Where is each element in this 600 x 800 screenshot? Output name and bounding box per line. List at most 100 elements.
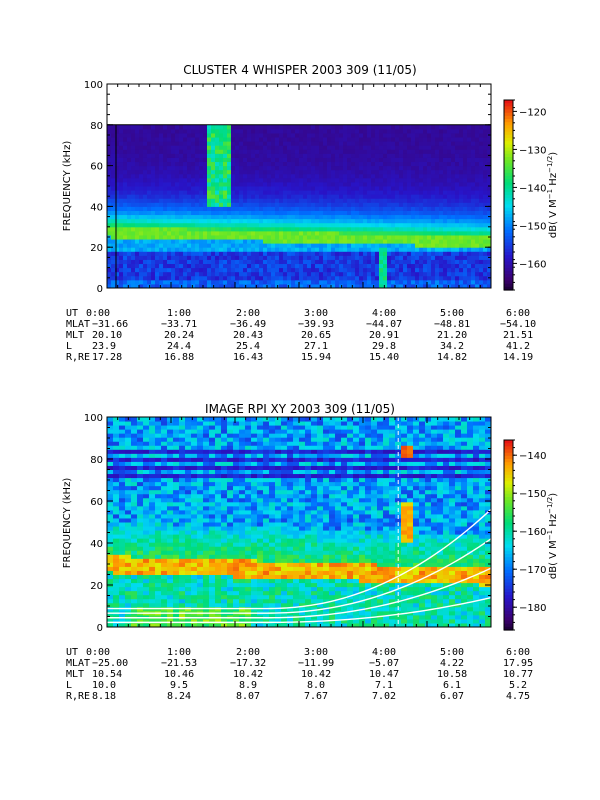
- spectrogram-cell: [319, 206, 324, 211]
- spectrogram-cell: [443, 230, 448, 236]
- spectrogram-cell: [131, 554, 138, 559]
- spectrogram-cell: [259, 239, 264, 244]
- spectrogram-cell: [173, 489, 180, 495]
- spectrogram-cell: [239, 198, 244, 203]
- spectrogram-cell: [367, 157, 372, 163]
- spectrogram-cell: [431, 222, 436, 228]
- spectrogram-cell: [351, 141, 356, 146]
- spectrogram-cell: [355, 198, 360, 203]
- spectrogram-cell: [131, 449, 138, 454]
- spectrogram-cell: [431, 173, 436, 179]
- spectrogram-cell: [171, 214, 176, 220]
- spectrogram-cell: [119, 578, 126, 584]
- spectrogram-cell: [435, 137, 440, 142]
- spectrogram-cell: [447, 128, 452, 134]
- spectrogram-cell: [415, 259, 420, 265]
- spectrogram-cell: [191, 222, 196, 228]
- spectrogram-cell: [107, 598, 114, 604]
- spectrogram-cell: [487, 206, 492, 211]
- spectrogram-cell: [355, 124, 360, 130]
- colorbar-cell: [504, 236, 513, 240]
- spectrogram-cell: [255, 206, 260, 211]
- spectrogram-cell: [143, 441, 150, 446]
- spectrogram-cell: [419, 243, 424, 248]
- spectrogram-cell: [219, 141, 224, 146]
- spectrogram-cell: [179, 202, 184, 207]
- spectrogram-cell: [483, 173, 488, 179]
- spectrogram-cell: [263, 234, 268, 240]
- spectrogram-cell: [351, 128, 356, 134]
- spectrogram-cell: [179, 186, 184, 191]
- y-tick-label: 40: [90, 202, 103, 213]
- spectrogram-cell: [167, 190, 172, 195]
- spectrogram-cell: [151, 271, 156, 277]
- spectrogram-cell: [475, 222, 480, 228]
- spectrogram-cell: [179, 128, 184, 134]
- spectrogram-cell: [335, 226, 340, 232]
- spectrogram-cell: [415, 263, 420, 269]
- spectrogram-cell: [255, 214, 260, 220]
- spectrogram-cell: [183, 283, 188, 289]
- spectrogram-cell: [255, 145, 260, 150]
- spectrogram-cell: [295, 247, 300, 252]
- spectrogram-cell: [183, 128, 188, 134]
- spectrogram-cell: [315, 275, 320, 281]
- spectrogram-cell: [199, 255, 204, 260]
- spectrogram-cell: [411, 279, 416, 285]
- spectrogram-cell: [459, 263, 464, 269]
- spectrogram-cell: [235, 234, 240, 240]
- spectrogram-cell: [199, 169, 204, 175]
- spectrogram-cell: [187, 153, 192, 158]
- spectrogram-cell: [483, 194, 488, 199]
- spectrogram-cell: [487, 128, 492, 134]
- spectrogram-cell: [231, 181, 236, 187]
- spectrogram-cell: [379, 177, 384, 183]
- spectrogram-cell: [259, 218, 264, 224]
- spectrogram-cell: [131, 441, 138, 446]
- spectrogram-cell: [467, 177, 472, 183]
- spectrogram-cell: [279, 210, 284, 216]
- spectrogram-cell: [123, 149, 128, 154]
- spectrogram-cell: [173, 417, 180, 422]
- spectrogram-cell: [283, 181, 288, 187]
- spectrogram-plot-area: [107, 417, 492, 628]
- spectrogram-cell: [291, 202, 296, 207]
- spectrogram-cell: [399, 259, 404, 265]
- spectrogram-cell: [327, 190, 332, 195]
- spectrogram-cell: [263, 141, 268, 146]
- spectrogram-cell: [113, 457, 120, 462]
- spectrogram-cell: [107, 501, 114, 507]
- spectrogram-cell: [291, 137, 296, 142]
- spectrogram-cell: [197, 526, 204, 531]
- spectrogram-cell: [167, 465, 174, 470]
- spectrogram-cell: [107, 124, 112, 130]
- spectrogram-cell: [247, 234, 252, 240]
- spectrogram-cell: [363, 186, 368, 191]
- spectrogram-cell: [137, 473, 144, 479]
- spectrogram-cell: [147, 279, 152, 285]
- spectrogram-cell: [179, 433, 186, 438]
- ephemeris-value: 27.1: [304, 341, 329, 352]
- spectrogram-cell: [183, 255, 188, 260]
- spectrogram-cell: [319, 263, 324, 269]
- spectrogram-cell: [223, 149, 228, 154]
- spectrogram-cell: [185, 517, 192, 523]
- spectrogram-cell: [195, 259, 200, 265]
- spectrogram-cell: [319, 177, 324, 183]
- spectrogram-cell: [115, 137, 120, 142]
- spectrogram-cell: [155, 497, 162, 503]
- spectrogram-cell: [387, 198, 392, 203]
- spectrogram-cell: [179, 421, 186, 426]
- spectrogram-cell: [347, 145, 352, 150]
- spectrogram-cell: [415, 279, 420, 285]
- spectrogram-cell: [137, 425, 144, 430]
- spectrogram-cell: [479, 137, 484, 142]
- spectrogram-cell: [159, 145, 164, 150]
- spectrogram-cell: [163, 161, 168, 167]
- spectrogram-cell: [139, 251, 144, 256]
- spectrogram-cell: [219, 149, 224, 154]
- spectrogram-cell: [139, 186, 144, 191]
- spectrogram-cell: [185, 485, 192, 491]
- ephemeris-value: −39.93: [298, 319, 335, 330]
- spectrogram-cell: [137, 445, 144, 450]
